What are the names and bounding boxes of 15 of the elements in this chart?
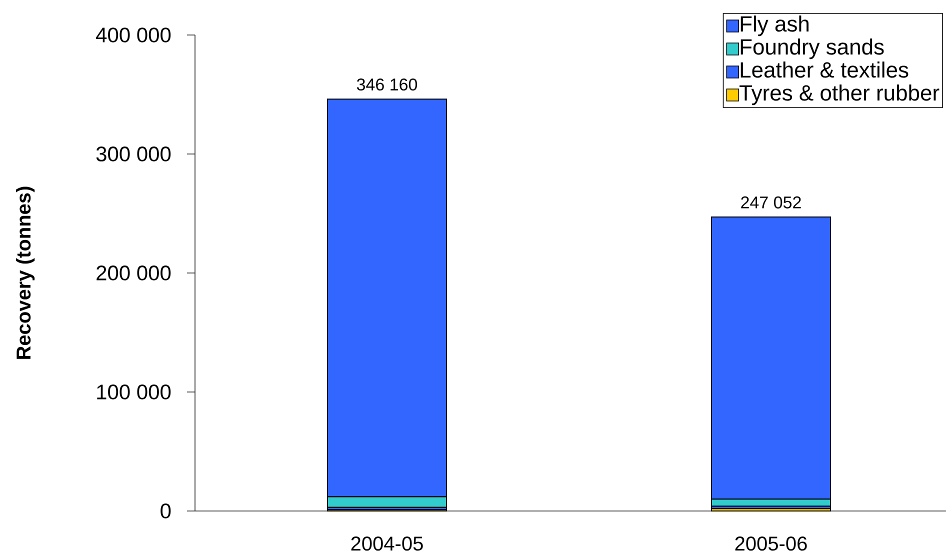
legend-label: Leather & textiles: [740, 62, 908, 78]
legend-label: Foundry sands: [740, 38, 884, 60]
y-axis-title: Recovery (tonnes): [16, 186, 35, 359]
x-tick-label: 2004-05: [351, 536, 423, 551]
legend-label: Tyres & other rubber: [740, 84, 940, 106]
legend-label: Fly ash: [740, 16, 809, 36]
total-label: 346 160: [356, 78, 418, 91]
y-tick-label: 100 000: [97, 384, 171, 400]
y-tick-label: 200 000: [96, 266, 171, 280]
y-tick-label: 400 000: [96, 28, 171, 42]
y-tick-label: 300 000: [96, 146, 171, 162]
y-tick-label: 0: [160, 504, 171, 518]
bar: [710, 508, 832, 512]
x-tick-label: 2005-06: [735, 536, 807, 551]
total-label: 247 052: [741, 196, 801, 208]
